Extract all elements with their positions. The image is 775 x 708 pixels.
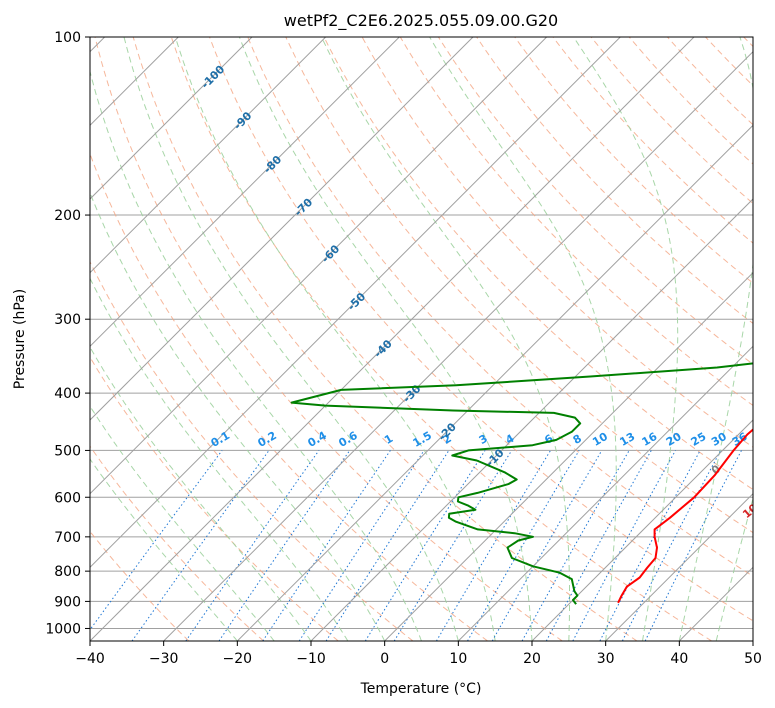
y-tick-label: 1000 bbox=[45, 621, 81, 637]
moist-adiabat-line bbox=[90, 405, 275, 641]
dry-adiabat-line bbox=[323, 37, 753, 491]
mixing-ratio-line bbox=[393, 450, 513, 641]
mixing-ratio-line bbox=[644, 450, 742, 641]
dry-adiabat-line bbox=[90, 152, 488, 641]
dewpoint-profile-line bbox=[290, 362, 753, 605]
x-tick-label: 50 bbox=[744, 651, 762, 667]
dry-adiabat-line bbox=[399, 37, 753, 407]
isotherm-line bbox=[383, 271, 753, 641]
moist-adiabat-line bbox=[123, 37, 459, 641]
dry-adiabat-line bbox=[90, 445, 264, 641]
x-axis-label: Temperature (°C) bbox=[360, 681, 482, 697]
moist-adiabat-line bbox=[429, 37, 617, 641]
mixing-ratio-lines bbox=[90, 450, 742, 641]
moist-adiabat-line bbox=[321, 37, 571, 641]
x-tick-label: 0 bbox=[380, 651, 389, 667]
isotherm-line bbox=[90, 37, 253, 200]
y-tick-label: 200 bbox=[54, 208, 81, 224]
moist-adiabat-line bbox=[90, 191, 386, 641]
dry-adiabat-line bbox=[90, 260, 414, 641]
moist-adiabat-line bbox=[90, 277, 349, 641]
y-axis-label: Pressure (hPa) bbox=[12, 289, 28, 389]
dry-adiabat-line bbox=[247, 37, 753, 577]
x-tick-label: 30 bbox=[597, 651, 615, 667]
moist-adiabat-line bbox=[90, 69, 422, 641]
moist-adiabats bbox=[90, 37, 753, 641]
y-tick-label: 100 bbox=[54, 30, 81, 46]
chart-title: wetPf2_C2E6.2025.055.09.00.G20 bbox=[284, 11, 558, 31]
mixing-ratio-line bbox=[90, 450, 223, 631]
plot-frame bbox=[89, 36, 754, 642]
moist-adiabat-line bbox=[573, 37, 679, 641]
y-tick-label: 300 bbox=[54, 312, 81, 328]
y-tick-label: 800 bbox=[54, 564, 81, 580]
x-tick-label: −20 bbox=[223, 651, 253, 667]
isotherm-line bbox=[457, 345, 753, 641]
isotherm-line bbox=[310, 198, 753, 641]
mixing-ratio-line bbox=[262, 450, 391, 641]
dry-adiabat-line bbox=[208, 37, 753, 622]
isotherm-line bbox=[90, 37, 548, 495]
isotherm-line bbox=[90, 37, 695, 641]
x-tick-label: −40 bbox=[75, 651, 105, 667]
isotherm-line bbox=[236, 124, 753, 641]
axis-ticks: −40 −30 −20 −10 0 10 20 30 40 50 100 200 300 400 500 60… bbox=[45, 30, 762, 667]
dry-adiabat-line bbox=[94, 37, 563, 641]
isotherm-grid bbox=[90, 37, 753, 641]
isotherm-line bbox=[90, 37, 180, 127]
isotherm-line bbox=[162, 50, 753, 641]
mixing-ratio-line bbox=[218, 450, 351, 641]
x-tick-label: 10 bbox=[449, 651, 467, 667]
dry-adiabat-line bbox=[170, 37, 712, 641]
x-tick-label: −10 bbox=[296, 651, 326, 667]
profile-series bbox=[290, 362, 753, 605]
mixing-ratio-line bbox=[521, 450, 630, 641]
isotherm-line bbox=[531, 419, 753, 641]
moist-adiabat-line bbox=[715, 496, 753, 641]
x-tick-label: 40 bbox=[670, 651, 688, 667]
mixing-ratio-line bbox=[185, 450, 320, 641]
mixing-ratio-line bbox=[298, 450, 425, 641]
y-tick-label: 400 bbox=[54, 386, 81, 402]
y-tick-label: 600 bbox=[54, 490, 81, 506]
y-tick-label: 900 bbox=[54, 594, 81, 610]
mixing-ratio-line bbox=[325, 450, 450, 641]
y-tick-label: 500 bbox=[54, 443, 81, 459]
mixing-ratio-line bbox=[545, 450, 652, 641]
dry-adiabat-line bbox=[285, 37, 753, 534]
dry-adiabat-line bbox=[90, 356, 339, 641]
isotherm-line bbox=[90, 37, 401, 348]
moist-adiabat-line bbox=[678, 37, 753, 641]
isotherm-line bbox=[604, 492, 753, 641]
x-tick-label: 20 bbox=[523, 651, 541, 667]
isotherm-line bbox=[90, 37, 474, 421]
x-tick-label: −30 bbox=[149, 651, 179, 667]
isotherm-line bbox=[90, 37, 622, 569]
dry-adiabat-line bbox=[437, 37, 753, 365]
dry-adiabat-line bbox=[361, 37, 753, 448]
mixing-ratio-line bbox=[572, 450, 676, 641]
moist-adiabat-line bbox=[174, 37, 496, 641]
isotherm-line bbox=[90, 37, 327, 274]
temperature-profile-line bbox=[617, 428, 753, 604]
moist-adiabat-line bbox=[90, 458, 238, 641]
moist-adiabat-line bbox=[238, 37, 533, 641]
y-tick-label: 700 bbox=[54, 530, 81, 546]
